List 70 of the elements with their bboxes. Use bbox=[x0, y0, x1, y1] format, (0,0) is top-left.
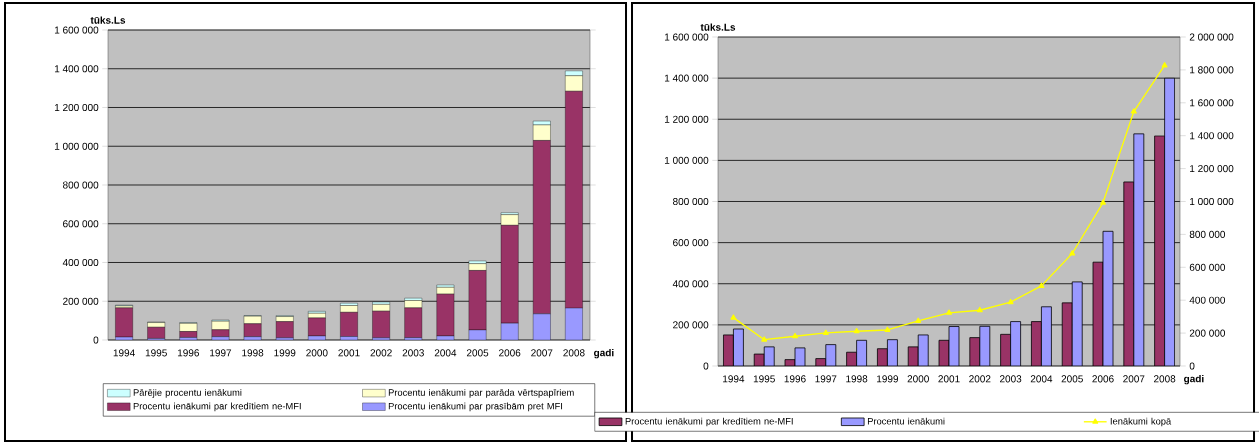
x-tick-label: 2008 bbox=[1153, 375, 1176, 383]
legend-label: Procentu ienākumi par prasībām pret MFI bbox=[388, 402, 563, 412]
x-tick-label: 2006 bbox=[499, 349, 521, 357]
y2-tick-label: 1 800 000 bbox=[1190, 66, 1234, 74]
x-tick-label: 2002 bbox=[969, 375, 991, 383]
x-tick-label: 1999 bbox=[274, 349, 296, 357]
y2-tick-label: 200 000 bbox=[1189, 329, 1226, 337]
y-tick-label: 1 000 000 bbox=[54, 142, 99, 150]
legend-label: Procentu ienākumi par kredītiem ne-MFI bbox=[625, 417, 793, 427]
x-tick-label: 1994 bbox=[723, 375, 745, 383]
y-tick-label: 800 000 bbox=[673, 197, 709, 206]
y-tick-label: 1 400 000 bbox=[54, 65, 99, 73]
y-tick-label: 600 000 bbox=[673, 239, 709, 247]
x-tick-label: 1995 bbox=[753, 375, 775, 383]
y-tick-label: 1 200 000 bbox=[54, 103, 99, 112]
x-tick-label: 2004 bbox=[1030, 375, 1053, 383]
y-tick-label: 800 000 bbox=[63, 181, 99, 189]
x-tick-label: 2003 bbox=[402, 349, 424, 357]
y-tick-label: 0 bbox=[93, 336, 99, 344]
y-axis-title: tūks.Ls bbox=[700, 23, 736, 31]
y-tick-label: 400 000 bbox=[62, 258, 99, 267]
y2-tick-label: 1 600 000 bbox=[1190, 99, 1234, 107]
x-tick-label: 1997 bbox=[210, 349, 232, 357]
y-axis-title: tūks.Ls bbox=[90, 16, 126, 24]
y2-tick-label: 1 400 000 bbox=[1190, 132, 1234, 140]
y2-tick-label: 800 000 bbox=[1189, 230, 1226, 238]
x-tick-label: 2000 bbox=[907, 375, 929, 383]
y-tick-label: 0 bbox=[703, 362, 709, 370]
y2-tick-label: 2 000 000 bbox=[1189, 33, 1234, 41]
y-tick-label: 200 000 bbox=[63, 297, 99, 305]
x-axis-title: gadi bbox=[594, 348, 614, 359]
x-tick-label: 2002 bbox=[370, 349, 392, 357]
x-tick-label: 1995 bbox=[145, 349, 167, 357]
x-tick-label: 1994 bbox=[113, 349, 135, 357]
x-axis-title: gadi bbox=[1184, 374, 1204, 385]
x-tick-label: 1996 bbox=[784, 375, 806, 383]
x-tick-label: 2004 bbox=[434, 349, 457, 357]
x-tick-label: 2008 bbox=[563, 349, 585, 357]
legend-label: Procentu ienākumi par parāda vērtspapīriem bbox=[388, 389, 574, 398]
legend-label: Procentu ienākumi bbox=[867, 417, 945, 425]
y2-tick-label: 1 000 000 bbox=[1190, 197, 1234, 206]
x-tick-label: 2003 bbox=[999, 375, 1022, 383]
x-tick-label: 2005 bbox=[466, 349, 489, 357]
x-tick-label: 2007 bbox=[1123, 375, 1145, 383]
y2-tick-label: 0 bbox=[1189, 362, 1195, 370]
legend-label: Pārējie procentu ienākumi bbox=[133, 389, 242, 398]
x-tick-label: 1998 bbox=[242, 349, 264, 357]
x-tick-label: 1997 bbox=[815, 375, 837, 383]
y-tick-label: 400 000 bbox=[672, 280, 709, 288]
x-tick-label: 2001 bbox=[938, 375, 960, 383]
y-tick-label: 200 000 bbox=[673, 321, 709, 329]
legend-label: Ienākumi kopā bbox=[1110, 417, 1172, 427]
x-tick-label: 1998 bbox=[846, 375, 868, 383]
x-tick-label: 1999 bbox=[877, 375, 899, 383]
y2-tick-label: 1 200 000 bbox=[1190, 165, 1234, 173]
legend-label: Procentu ienākumi par kredītiem ne-MFI bbox=[133, 402, 301, 412]
x-tick-label: 1996 bbox=[177, 349, 200, 357]
y-tick-label: 1 200 000 bbox=[664, 115, 709, 123]
x-tick-label: 2005 bbox=[1061, 375, 1083, 383]
x-tick-label: 2006 bbox=[1092, 375, 1114, 383]
x-tick-label: 2007 bbox=[531, 349, 553, 357]
x-tick-label: 2000 bbox=[306, 349, 328, 357]
y-tick-label: 1 000 000 bbox=[664, 156, 709, 164]
x-tick-label: 2001 bbox=[338, 349, 360, 357]
y-tick-label: 1 400 000 bbox=[664, 74, 709, 82]
y2-tick-label: 600 000 bbox=[1189, 263, 1226, 271]
y-tick-label: 1 600 000 bbox=[54, 26, 99, 34]
y-tick-label: 1 600 000 bbox=[664, 33, 709, 41]
y-tick-label: 600 000 bbox=[63, 220, 99, 228]
y2-tick-label: 400 000 bbox=[1189, 296, 1226, 304]
